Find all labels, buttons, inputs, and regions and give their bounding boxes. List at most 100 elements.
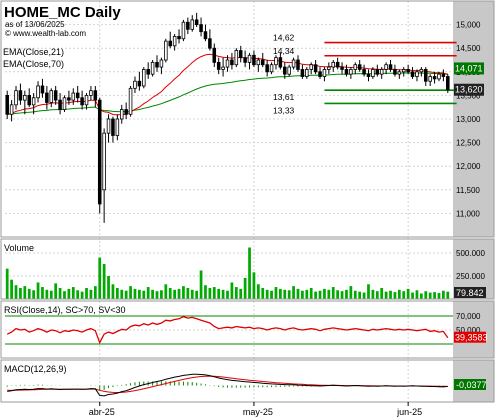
candle-body — [274, 57, 278, 66]
candle-body — [335, 61, 340, 68]
volume-bar — [419, 293, 423, 299]
candle-body — [357, 64, 362, 70]
volume-bar — [287, 290, 291, 299]
volume-bar — [76, 290, 80, 299]
volume-bar — [217, 288, 221, 299]
candle-body — [230, 59, 234, 66]
candle-body — [36, 85, 40, 99]
candle-body — [67, 97, 71, 101]
volume-bar — [142, 290, 146, 299]
volume-bar — [32, 290, 36, 299]
candle-body — [49, 90, 54, 103]
volume-bar — [120, 289, 124, 299]
volume-bar — [226, 290, 229, 299]
source-site: © www.wealth-lab.com — [5, 29, 86, 38]
volume-bar — [160, 290, 163, 299]
candle-body — [313, 64, 318, 73]
price-tick-label: 12,500 — [456, 139, 481, 148]
candle-body — [119, 109, 124, 120]
volume-bar — [36, 282, 40, 299]
volume-bar — [173, 289, 176, 299]
candle-body — [322, 69, 327, 77]
candle-body — [159, 59, 164, 68]
volume-bar — [80, 291, 84, 299]
volume-bar — [279, 288, 282, 299]
candle-body — [53, 90, 58, 101]
candle-body — [155, 61, 159, 68]
candle-body — [424, 69, 428, 82]
price-tick-label: 14,500 — [456, 44, 481, 53]
candle-body — [234, 50, 239, 66]
candle-body — [305, 69, 309, 77]
price-pane-border — [0, 0, 495, 238]
price-tick-label: 12,000 — [456, 162, 481, 171]
volume-bar — [415, 290, 419, 299]
volume-bar — [345, 289, 348, 299]
volume-bar — [45, 289, 49, 299]
candle-body — [243, 57, 247, 63]
volume-bar — [314, 291, 317, 299]
price-axis-panel — [453, 1, 494, 237]
volume-bar — [433, 292, 436, 299]
rsi-pane-border — [0, 300, 495, 359]
volume-bar — [221, 289, 225, 299]
level-label: 13,61 — [273, 92, 295, 102]
support-resistance-lines — [324, 41, 457, 105]
candle-body — [208, 38, 212, 49]
macd-last-tag — [454, 379, 486, 390]
candle-body — [441, 73, 446, 77]
volume-bar — [261, 287, 265, 299]
candle-body — [269, 64, 274, 73]
candle-body — [212, 47, 217, 63]
volume-tick-label: 500.000 — [456, 249, 485, 258]
volume-last-label: 79.842 — [456, 288, 484, 298]
candle-body — [124, 109, 128, 115]
volume-bar — [384, 291, 388, 299]
volume-bar — [199, 270, 203, 299]
rsi-tick-label: 70,000 — [456, 312, 481, 321]
asof-date: as of 13/06/2025 — [5, 20, 65, 29]
volume-pane: 500.000 250.000 Volume 79.842 — [0, 238, 495, 300]
volume-bar — [248, 247, 251, 299]
volume-bar — [107, 276, 110, 299]
candle-body — [278, 57, 283, 68]
volume-bar — [393, 292, 397, 299]
macd-line — [7, 373, 448, 397]
volume-bar — [389, 290, 392, 299]
volume-bar — [371, 289, 375, 299]
candle-body — [181, 21, 186, 40]
volume-bar — [323, 288, 326, 299]
candle-body — [393, 69, 397, 75]
candle-body — [344, 69, 349, 75]
volume-bar — [274, 287, 278, 299]
candle-body — [84, 95, 89, 106]
volume-bar — [252, 272, 256, 299]
price-tick-label: 11,500 — [456, 186, 480, 195]
rsi-axis-ticks: 70,000 50,000 — [456, 312, 481, 335]
level-label: 13,33 — [273, 105, 295, 115]
candle-body — [31, 97, 36, 106]
candle-body — [128, 87, 133, 115]
volume-bar — [411, 292, 414, 299]
price-tick-label: 11,000 — [456, 209, 480, 218]
candle-body — [300, 69, 305, 77]
candle-body — [252, 54, 256, 66]
macd-signal-line — [7, 375, 448, 394]
candle-body — [146, 69, 150, 75]
volume-bar — [234, 287, 238, 299]
legend-ema70: EMA(Close,70) — [3, 59, 64, 69]
candle-body — [265, 64, 269, 73]
volume-bar — [146, 287, 150, 299]
volume-bar — [397, 289, 401, 299]
rsi-axis-panel — [453, 301, 494, 358]
candle-body — [238, 50, 243, 59]
volume-bar — [301, 290, 304, 299]
volume-bar — [124, 290, 128, 299]
volume-bar — [283, 289, 287, 299]
candle-body — [410, 71, 415, 77]
candle-body — [225, 59, 230, 68]
last-price-tag-2: 13,620 — [454, 83, 484, 96]
candle-body — [177, 36, 181, 40]
candle-body — [419, 69, 424, 73]
